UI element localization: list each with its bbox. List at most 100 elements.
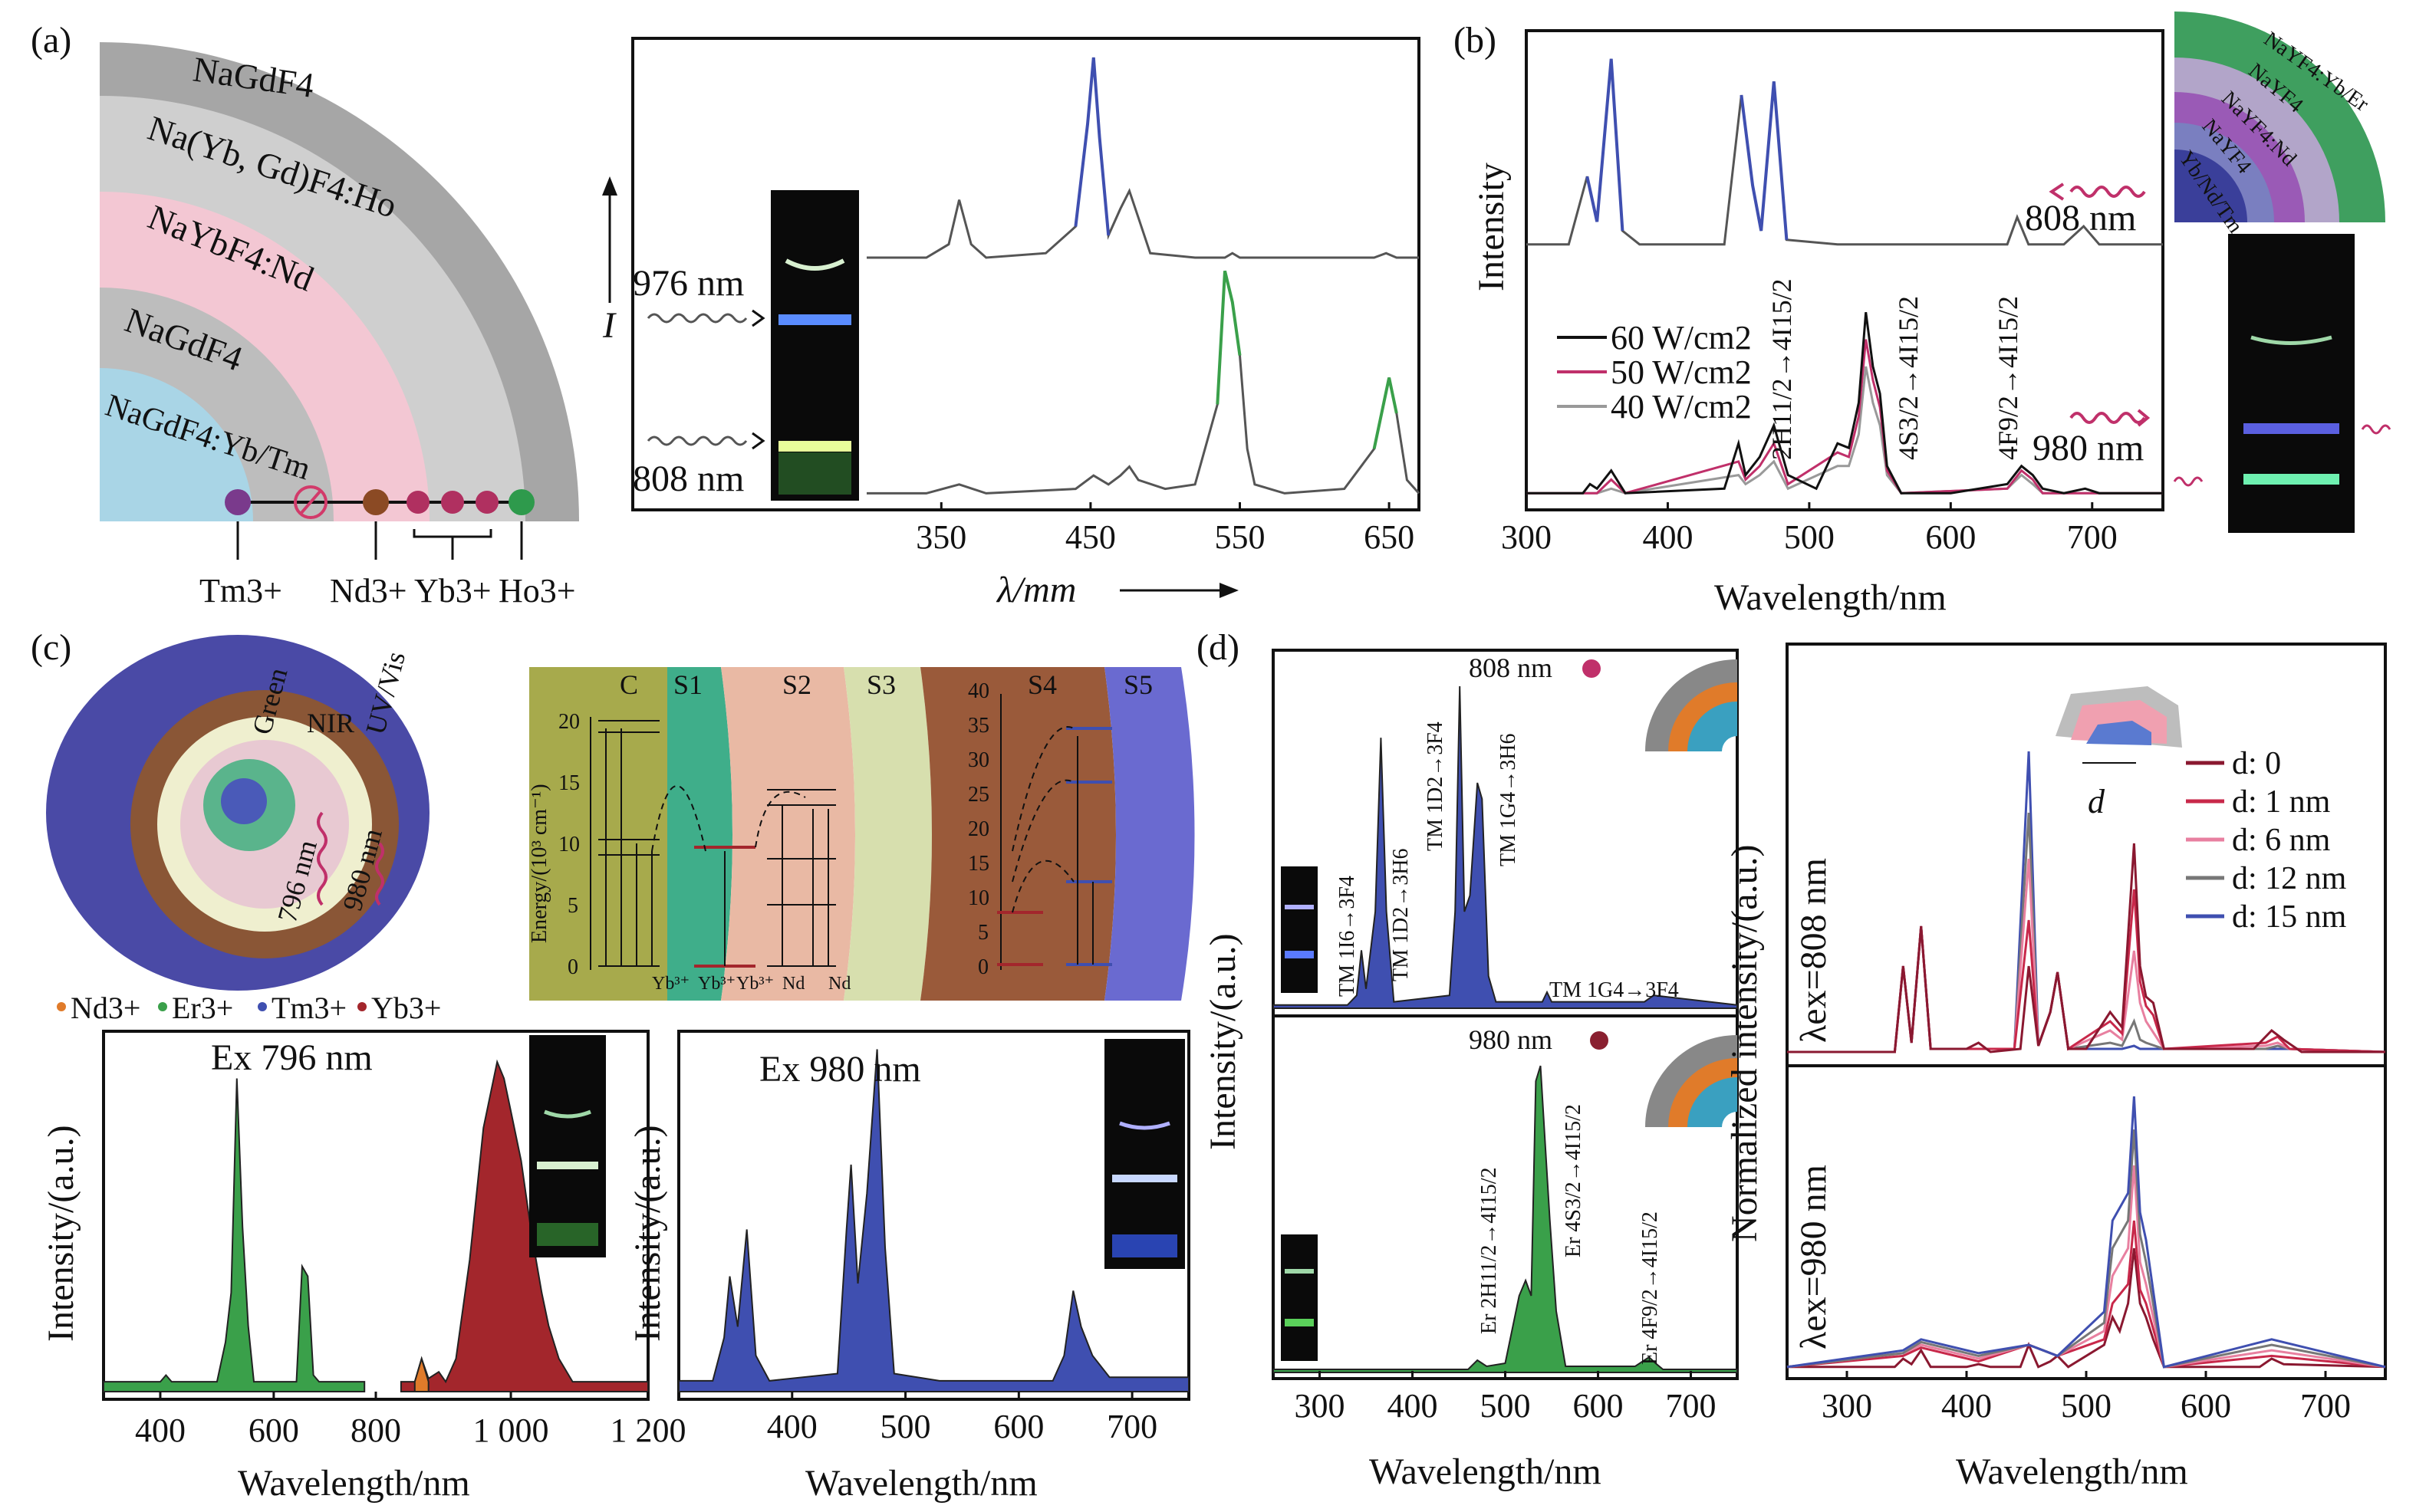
vial-photo-b: [2228, 234, 2355, 533]
a-series-976: [867, 57, 1419, 259]
b-xtick-label: 600: [1925, 518, 1976, 556]
b-xtick-label: 700: [2067, 518, 2118, 556]
right-tick-5: 5: [978, 921, 989, 945]
legend-40: 40 W/cm2: [1611, 388, 1752, 426]
yb-ion-1: [407, 491, 430, 514]
d-trans-5: TM 1G4→3F4: [1549, 978, 1679, 1002]
dr980-series: [1786, 1096, 2386, 1369]
forbidden-icon: [294, 485, 328, 519]
a-peak-highlight: [1216, 270, 1242, 405]
energy-axis-label: Energy/(10³ cm⁻¹): [528, 784, 551, 943]
c980-xtick-label: 500: [880, 1408, 931, 1445]
panel-c-ex980: 400 500 600 700 Ex 980 nm Intensity/(a.u.) …: [627, 1030, 1190, 1504]
dr808-series: [1787, 843, 2385, 1053]
dr980-series: [1786, 1220, 2386, 1369]
d-bottom-excitation: 980 nm: [1469, 1024, 1552, 1055]
b-tm-highlight: [1740, 81, 1789, 240]
left-tick-20: 20: [558, 710, 580, 734]
c796-xtick-label: 400: [135, 1412, 186, 1449]
ion-label-yb: Yb3+: [414, 572, 492, 610]
right-tick-30: 30: [968, 748, 989, 772]
a-xtick-label: 650: [1364, 518, 1414, 556]
panel-b-plot-frame: [1525, 29, 2164, 511]
panel-label-b: (b): [1453, 20, 1496, 61]
d-trans-6: Er 2H11/2→4I15/2: [1477, 1168, 1501, 1335]
b-xtick-label: 400: [1642, 518, 1693, 556]
c980-xtick-label: 700: [1107, 1408, 1157, 1445]
right-tick-20: 20: [968, 817, 989, 841]
bottom-label-5: Nd: [828, 974, 851, 994]
d-trans-4: TM 1G4→3H6: [1496, 734, 1520, 866]
a-peak-highlight: [1372, 377, 1398, 449]
right-tick-40: 40: [968, 679, 989, 703]
star-icon-980: [1590, 1031, 1608, 1050]
section-s5: S5: [1124, 669, 1153, 700]
d-trans-7: Er 4S3/2→4I15/2: [1562, 1104, 1585, 1257]
panel-d-right: 300 400 500 600 700 Normalized intensity/(a.…: [1724, 643, 2387, 1492]
vial-photo-d1: [1281, 866, 1318, 993]
tm-ion: [225, 489, 251, 515]
panel-b-series: [1526, 58, 2163, 495]
c-ex796-xlabel: Wavelength/nm: [238, 1463, 470, 1504]
panel-a-ylabel: I: [602, 305, 617, 346]
dr980-series: [1786, 1165, 2386, 1369]
c-ex796-ylabel: Intensity/(a.u.): [41, 1125, 81, 1342]
right-tick-35: 35: [968, 714, 989, 738]
c-ex980-series: [678, 1049, 1190, 1392]
d-right-980-series: [1786, 1096, 2386, 1369]
d-right-808-series: [1787, 751, 2386, 1053]
panel-b-shell-diagram: NaYF4:Yb/Er NaYF4 NaYF4:Nd NaYF4 Yb/Nd/T…: [2173, 12, 2391, 533]
bottom-label-4: Nd: [782, 974, 805, 994]
ion-legend-er: Er3+: [172, 991, 233, 1025]
c-ex980-ylabel: Intensity/(a.u.): [627, 1125, 668, 1342]
c-ex980-title: Ex 980 nm: [759, 1049, 921, 1090]
right-tick-25: 25: [968, 783, 989, 807]
d-left-xtick-label: 600: [1573, 1387, 1624, 1425]
d-trans-2: TM 1D2→3H6: [1389, 849, 1413, 981]
d-left-xtick-label: 700: [1666, 1387, 1717, 1425]
legend-entry: d: 15 nm: [2232, 899, 2347, 935]
nd-ion: [363, 489, 389, 515]
right-tick-0: 0: [978, 955, 989, 979]
excitation-b-808: 808 nm: [2025, 198, 2136, 238]
panel-a-xlabel: λ/mm: [996, 570, 1076, 610]
panel-b-legend: 60 W/cm2 50 W/cm2 40 W/cm2: [1557, 319, 1752, 426]
panel-a-spectrum: 976 nm 808 nm I 350 450 550 650 λ/mm: [602, 37, 1420, 610]
panel-a-shell-diagram: NaGdF4 Na(Yb, Gd)F4:Ho NaYbF4:Nd NaGdF4 …: [100, 42, 579, 610]
ho-ion: [509, 489, 535, 515]
legend-60: 60 W/cm2: [1611, 319, 1752, 357]
b-series-60: [1526, 312, 2163, 495]
d-808-series: [1272, 685, 1738, 1009]
vial-photo-c2: [1104, 1039, 1185, 1269]
c980-xtick-label: 600: [993, 1408, 1044, 1445]
a-xtick-label: 350: [916, 518, 966, 556]
dr980-series: [1786, 1129, 2386, 1369]
b-xtick-label: 500: [1784, 518, 1835, 556]
c796-nd-area: [413, 1356, 430, 1392]
left-tick-15: 15: [558, 771, 580, 795]
d-right-xticks: 300 400 500 600 700: [1822, 1371, 2351, 1425]
c796-xtick-label: 800: [351, 1412, 401, 1449]
c980-xtick-label: 400: [767, 1408, 818, 1445]
c796-yb-area: [400, 1059, 649, 1392]
panel-a-series: [867, 57, 1420, 495]
yb-ion-2: [441, 491, 464, 514]
d-trans-3: TM 1D2→3F4: [1424, 721, 1447, 851]
vial-photo-c1: [529, 1035, 606, 1257]
c-ex980-frame: [677, 1030, 1190, 1401]
d-right-top-label: λex=808 nm: [1793, 858, 1834, 1043]
d-top-excitation: 808 nm: [1469, 652, 1552, 683]
c-ex796-title: Ex 796 nm: [211, 1037, 373, 1078]
section-s4: S4: [1028, 669, 1057, 700]
d-right-xtick-label: 300: [1822, 1387, 1872, 1425]
ion-label-nd: Nd3+: [330, 572, 407, 610]
panel-c-ex796: 400 600 800 1 000 1 200 Ex 796 nm Intensity/…: [41, 1030, 686, 1504]
left-tick-10: 10: [558, 833, 580, 856]
bottom-label-2: Yb³⁺: [698, 974, 736, 994]
excitation-976: 976 nm: [633, 263, 744, 304]
legend-entry: d: 1 nm: [2232, 784, 2331, 820]
legend-entry: d: 0: [2232, 746, 2281, 781]
panel-a-xticks: 350 450 550 650: [916, 502, 1414, 556]
d-left-xticks: 300 400 500 600 700: [1295, 1371, 1717, 1425]
